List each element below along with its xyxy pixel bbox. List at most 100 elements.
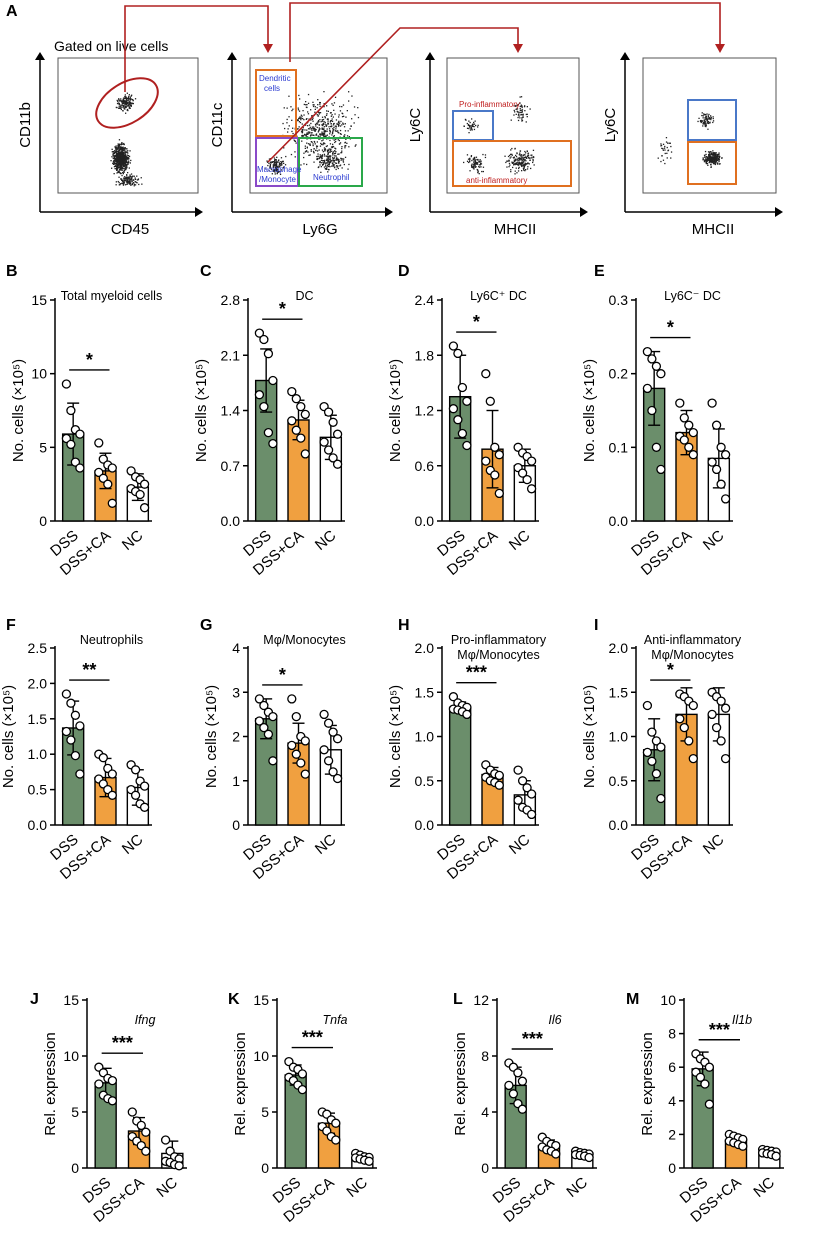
flow-event-dot <box>278 161 280 163</box>
data-point <box>300 449 310 459</box>
y-tick-label: 1.0 <box>28 746 48 762</box>
flow-event-dot <box>332 152 334 154</box>
flow-event-dot <box>120 146 123 148</box>
data-point <box>517 1076 528 1086</box>
y-tick-label: 4 <box>668 1093 676 1109</box>
flow-event-dot <box>129 180 131 183</box>
data-point <box>513 1068 523 1078</box>
flow-event-dot <box>699 120 702 123</box>
flow-event-dot <box>129 175 131 177</box>
flow-event-dot <box>342 104 345 106</box>
flow-event-dot <box>331 132 334 134</box>
flow-event-dot <box>128 157 130 159</box>
flow-event-dot <box>123 142 125 145</box>
gate-neutrophil <box>298 137 363 187</box>
data-point <box>647 354 657 364</box>
data-point <box>107 769 117 779</box>
flow-event-dot <box>124 166 126 168</box>
flow-event-dot <box>276 172 278 174</box>
flow-event-dot <box>327 161 329 163</box>
flow-event-dot <box>335 119 338 121</box>
flow-event-dot <box>130 175 132 178</box>
flow-event-dot <box>312 128 315 130</box>
flow-event-dot <box>340 152 342 154</box>
flow-event-dot <box>711 153 713 156</box>
flow-event-dot <box>519 102 521 104</box>
flow-event-dot <box>120 169 122 171</box>
flow-event-dot <box>305 118 307 120</box>
flow-event-dot <box>121 102 123 105</box>
flow-event-dot <box>124 162 126 164</box>
data-point <box>332 734 343 744</box>
arrow-x-2 <box>385 207 393 217</box>
flow-event-dot <box>471 163 473 165</box>
data-point <box>254 328 265 338</box>
data-point <box>711 464 722 475</box>
flow-event-dot <box>320 121 322 123</box>
flow-event-dot <box>267 164 269 167</box>
flow-event-dot <box>513 160 516 162</box>
flow-event-dot <box>116 158 118 160</box>
y-tick-label: 5 <box>71 1104 79 1120</box>
data-point <box>268 711 278 722</box>
flow-event-dot <box>305 124 307 126</box>
flow-event-dot <box>310 122 312 125</box>
flow-event-dot <box>520 162 522 164</box>
flow-event-dot <box>279 171 281 173</box>
flow-event-dot <box>274 165 276 167</box>
flow-event-dot <box>110 160 112 162</box>
flow-event-dot <box>332 153 334 155</box>
flow-event-dot <box>466 160 469 162</box>
flow-event-dot <box>125 97 127 99</box>
data-point <box>332 773 343 784</box>
flow-event-dot <box>304 151 307 153</box>
flow-event-dot <box>701 112 703 114</box>
flow-event-dot <box>711 157 713 159</box>
data-point <box>328 767 338 777</box>
flow-event-dot <box>125 106 127 109</box>
flow-event-dot <box>303 156 305 159</box>
flow-event-dot <box>707 115 709 117</box>
flow-event-dot <box>715 160 717 162</box>
flow-event-dot <box>484 156 487 159</box>
data-point <box>494 488 504 499</box>
flow-event-dot <box>117 155 119 158</box>
flow-event-dot <box>306 118 308 120</box>
chart-title: Mφ/Monocytes <box>263 633 345 647</box>
flow-event-dot <box>317 155 319 157</box>
flow-event-dot <box>707 159 709 161</box>
flow-event-dot <box>515 156 518 158</box>
data-point <box>297 1084 308 1095</box>
flow-event-dot <box>322 128 324 131</box>
flow-event-dot <box>532 161 534 164</box>
flow-event-dot <box>514 158 517 160</box>
x-category-label: NC <box>119 831 147 858</box>
flow-event-dot <box>710 161 712 163</box>
data-point <box>704 1099 715 1109</box>
flow-event-dot <box>718 153 720 155</box>
flow-event-dot <box>506 160 508 162</box>
flow-event-dot <box>316 145 319 147</box>
flow-event-dot <box>705 124 707 126</box>
flow-event-dot <box>515 160 517 162</box>
flow-event-dot <box>713 160 716 162</box>
flow-event-dot <box>469 161 471 163</box>
flow-event-dot <box>518 160 520 162</box>
flow-event-dot <box>131 183 133 185</box>
flow-event-dot <box>270 168 273 170</box>
flow-event-dot <box>473 123 476 125</box>
flow-event-dot <box>337 122 339 124</box>
data-point <box>522 474 532 485</box>
flow-event-dot <box>277 165 279 168</box>
flow-event-dot <box>718 160 720 163</box>
flow-event-dot <box>329 130 331 132</box>
flow-event-dot <box>309 128 311 130</box>
flow-event-dot <box>466 154 469 156</box>
flow-event-dot <box>328 148 330 150</box>
flow-event-dot <box>712 116 714 118</box>
flow-event-dot <box>307 113 310 115</box>
flow-event-dot <box>471 129 473 131</box>
y-tick-label: 4 <box>481 1104 489 1120</box>
flow-event-dot <box>333 109 335 111</box>
